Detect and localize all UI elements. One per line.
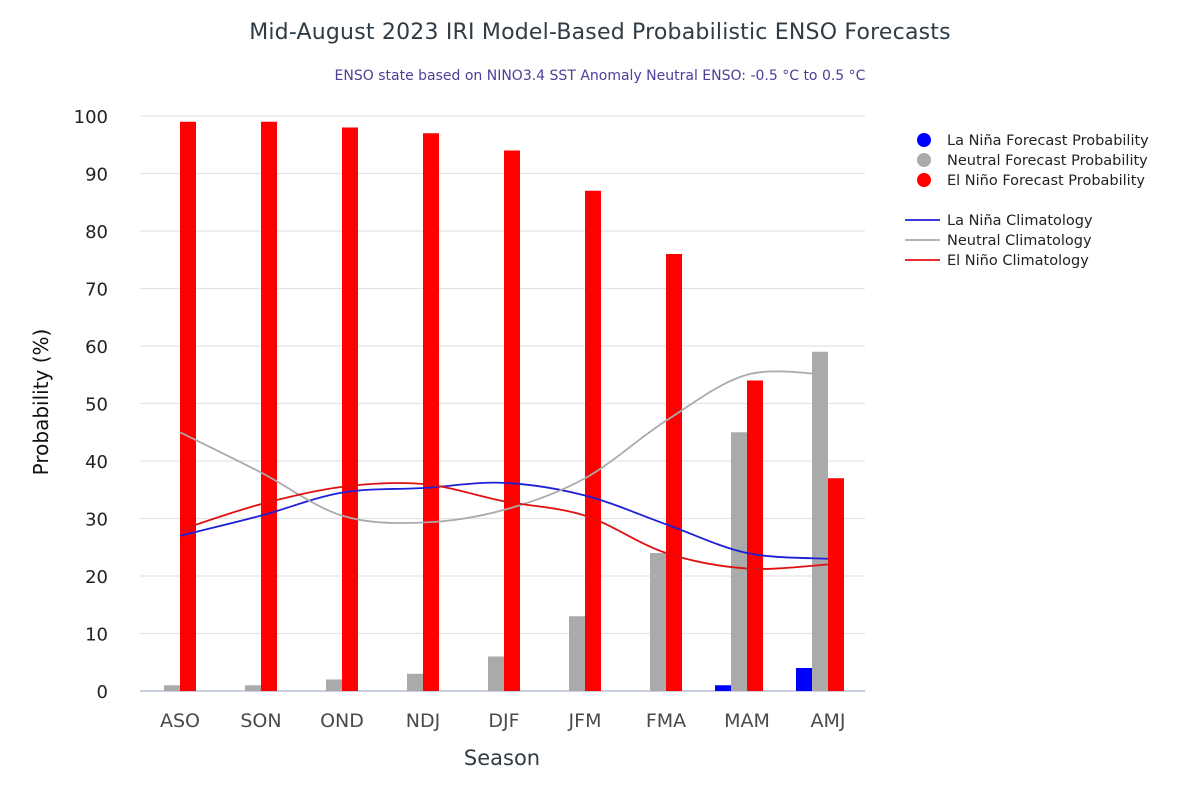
chart-subtitle: ENSO state based on NINO3.4 SST Anomaly … (334, 68, 866, 84)
y-tick-label: 80 (85, 222, 108, 243)
legend-label-la-nina-climatology: La Niña Climatology (947, 213, 1093, 229)
bar-la-nina-amj (796, 668, 812, 691)
bar-la-nina-mam (715, 685, 731, 691)
x-tick-label: DJF (488, 710, 519, 732)
bar-neutral-son (245, 685, 261, 691)
bar-neutral-ond (326, 679, 342, 691)
bar-neutral-amj (812, 351, 828, 691)
x-tick-label: AMJ (811, 710, 846, 732)
line-neutral-climatology (179, 370, 829, 524)
legend-label-el-nino-climatology: El Niño Climatology (947, 253, 1089, 269)
y-axis-label: Probability (%) (29, 329, 53, 476)
y-tick-label: 10 (85, 625, 108, 646)
chart-title: Mid-August 2023 IRI Model-Based Probabil… (249, 20, 951, 45)
bar-el-nino-mam (747, 380, 763, 691)
x-tick-label: JFM (568, 710, 602, 732)
line-la-nina-climatology (179, 481, 829, 560)
y-tick-label: 30 (85, 510, 108, 531)
bar-neutral-aso (164, 685, 180, 691)
bar-neutral-mam (731, 432, 747, 691)
x-tick-label: OND (320, 710, 364, 732)
y-tick-label: 70 (85, 280, 108, 301)
bar-el-nino-son (261, 121, 277, 691)
bar-el-nino-aso (180, 121, 196, 691)
y-tick-label: 90 (85, 165, 108, 186)
legend-label-neutral-climatology: Neutral Climatology (947, 233, 1092, 249)
x-tick-label: SON (240, 710, 281, 732)
x-tick-label: ASO (160, 710, 200, 732)
bar-el-nino-djf (504, 150, 520, 691)
y-tick-label: 60 (85, 337, 108, 358)
x-tick-label: FMA (646, 710, 686, 732)
bar-el-nino-amj (828, 478, 844, 691)
y-tick-labels: 0 10 20 30 40 50 60 70 80 90 100 (74, 107, 108, 703)
bar-neutral-fma (650, 553, 666, 691)
bar-el-nino-jfm (585, 190, 601, 691)
legend-marker-neutral (917, 153, 931, 167)
legend-marker-el-nino (917, 173, 931, 187)
x-tick-label: MAM (724, 710, 770, 732)
bar-el-nino-fma (666, 254, 682, 691)
climatology-lines (179, 370, 829, 570)
legend: La Niña Forecast Probability Neutral Fore… (905, 133, 1149, 269)
bar-neutral-djf (488, 656, 504, 691)
bar-el-nino-ndj (423, 133, 439, 691)
line-el-nino-climatology (179, 482, 829, 570)
bar-neutral-ndj (407, 673, 423, 691)
x-tick-labels: ASO SON OND NDJ DJF JFM FMA MAM AMJ (160, 710, 846, 732)
y-tick-label: 50 (85, 395, 108, 416)
legend-label-la-nina: La Niña Forecast Probability (947, 133, 1149, 149)
bars (164, 121, 844, 691)
y-tick-label: 40 (85, 452, 108, 473)
x-axis-label: Season (464, 746, 540, 770)
legend-label-neutral: Neutral Forecast Probability (947, 153, 1148, 169)
y-tick-label: 0 (97, 682, 108, 703)
bar-el-nino-ond (342, 127, 358, 691)
x-tick-label: NDJ (406, 710, 440, 732)
bar-neutral-jfm (569, 616, 585, 691)
y-tick-label: 20 (85, 567, 108, 588)
legend-marker-la-nina (917, 133, 931, 147)
y-tick-label: 100 (74, 107, 108, 128)
legend-label-el-nino: El Niño Forecast Probability (947, 173, 1145, 189)
